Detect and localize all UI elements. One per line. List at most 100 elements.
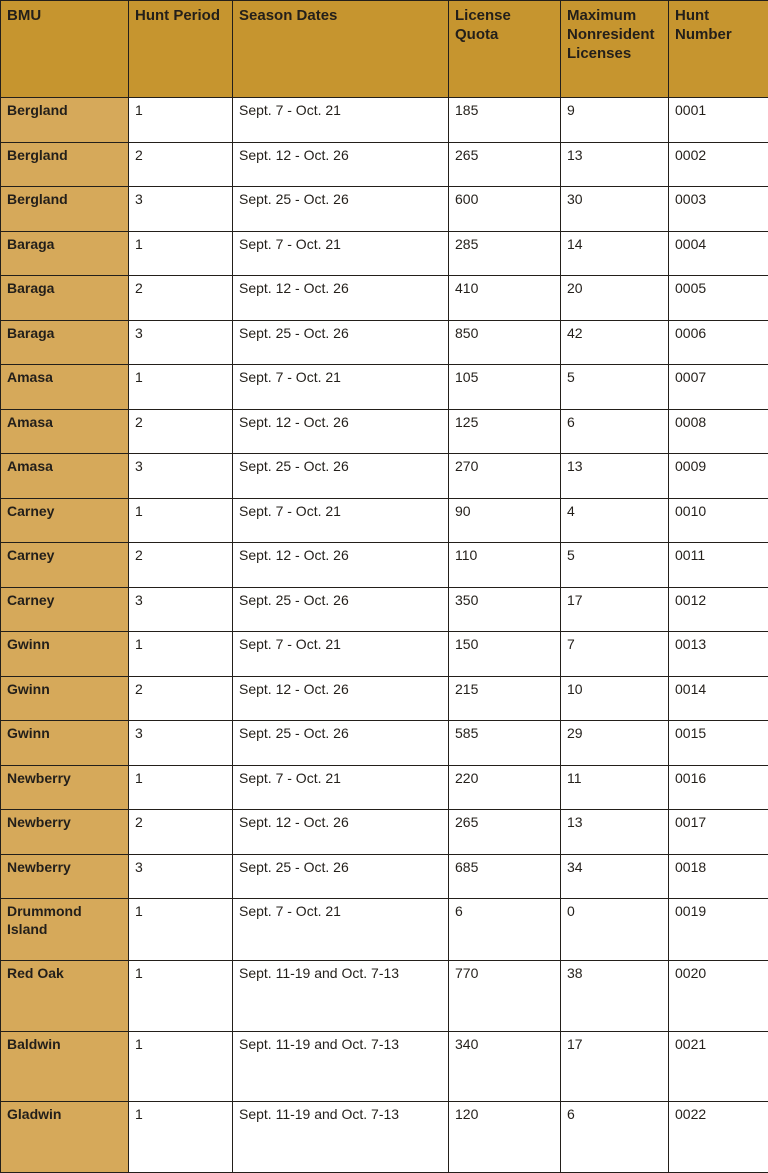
table-cell: 6 — [449, 899, 561, 961]
table-cell: 1 — [129, 231, 233, 276]
table-cell: Sept. 12 - Oct. 26 — [233, 276, 449, 321]
table-cell: 10 — [561, 676, 669, 721]
table-cell: Sept. 25 - Oct. 26 — [233, 187, 449, 232]
table-row: Gwinn1Sept. 7 - Oct. 2115070013 — [1, 632, 768, 677]
table-cell: Carney — [1, 587, 129, 632]
table-cell: 0011 — [669, 543, 768, 588]
table-cell: 105 — [449, 365, 561, 410]
table-body: Bergland1Sept. 7 - Oct. 2118590001Bergla… — [1, 98, 768, 1173]
table-cell: 1 — [129, 632, 233, 677]
table-cell: 5 — [561, 543, 669, 588]
table-cell: 9 — [561, 98, 669, 143]
table-cell: 0001 — [669, 98, 768, 143]
table-cell: Red Oak — [1, 961, 129, 1032]
table-cell: 34 — [561, 854, 669, 899]
table-cell: 150 — [449, 632, 561, 677]
table-cell: 2 — [129, 409, 233, 454]
table-cell: Sept. 25 - Oct. 26 — [233, 320, 449, 365]
table-row: Drummond Island1Sept. 7 - Oct. 21600019 — [1, 899, 768, 961]
col-header-bmu: BMU — [1, 1, 129, 98]
table-cell: Sept. 12 - Oct. 26 — [233, 810, 449, 855]
table-row: Carney1Sept. 7 - Oct. 219040010 — [1, 498, 768, 543]
table-cell: 270 — [449, 454, 561, 499]
table-cell: 1 — [129, 1031, 233, 1102]
table-cell: Sept. 25 - Oct. 26 — [233, 721, 449, 766]
table-cell: Sept. 25 - Oct. 26 — [233, 854, 449, 899]
table-cell: 220 — [449, 765, 561, 810]
table-cell: Sept. 11-19 and Oct. 7-13 — [233, 961, 449, 1032]
table-cell: 410 — [449, 276, 561, 321]
table-cell: 185 — [449, 98, 561, 143]
table-cell: 2 — [129, 810, 233, 855]
table-row: Baraga2Sept. 12 - Oct. 26410200005 — [1, 276, 768, 321]
table-cell: Sept. 12 - Oct. 26 — [233, 676, 449, 721]
table-cell: Bergland — [1, 187, 129, 232]
table-cell: 0016 — [669, 765, 768, 810]
table-cell: 0 — [561, 899, 669, 961]
table-cell: 3 — [129, 587, 233, 632]
table-cell: Newberry — [1, 810, 129, 855]
table-cell: 850 — [449, 320, 561, 365]
table-cell: Baraga — [1, 231, 129, 276]
table-cell: 0021 — [669, 1031, 768, 1102]
table-row: Baraga1Sept. 7 - Oct. 21285140004 — [1, 231, 768, 276]
table-cell: Amasa — [1, 409, 129, 454]
table-cell: 285 — [449, 231, 561, 276]
table-cell: 14 — [561, 231, 669, 276]
table-cell: Baraga — [1, 320, 129, 365]
table-cell: 0008 — [669, 409, 768, 454]
table-row: Bergland2Sept. 12 - Oct. 26265130002 — [1, 142, 768, 187]
table-cell: 0020 — [669, 961, 768, 1032]
table-cell: 3 — [129, 320, 233, 365]
table-cell: 1 — [129, 498, 233, 543]
table-cell: Sept. 25 - Oct. 26 — [233, 454, 449, 499]
table-row: Gwinn2Sept. 12 - Oct. 26215100014 — [1, 676, 768, 721]
col-header-license-quota: License Quota — [449, 1, 561, 98]
table-cell: Baldwin — [1, 1031, 129, 1102]
table-cell: 5 — [561, 365, 669, 410]
table-cell: Gwinn — [1, 632, 129, 677]
table-cell: 125 — [449, 409, 561, 454]
table-row: Baraga3Sept. 25 - Oct. 26850420006 — [1, 320, 768, 365]
table-cell: 1 — [129, 765, 233, 810]
table-cell: Baraga — [1, 276, 129, 321]
table-cell: 0007 — [669, 365, 768, 410]
table-cell: 90 — [449, 498, 561, 543]
table-row: Bergland3Sept. 25 - Oct. 26600300003 — [1, 187, 768, 232]
table-cell: 4 — [561, 498, 669, 543]
table-cell: 2 — [129, 276, 233, 321]
table-cell: 42 — [561, 320, 669, 365]
table-cell: Sept. 7 - Oct. 21 — [233, 899, 449, 961]
table-cell: Bergland — [1, 142, 129, 187]
table-cell: 13 — [561, 454, 669, 499]
hunt-table: BMU Hunt Period Season Dates License Quo… — [0, 0, 768, 1173]
table-cell: 13 — [561, 810, 669, 855]
table-cell: 2 — [129, 676, 233, 721]
table-cell: 770 — [449, 961, 561, 1032]
table-cell: Amasa — [1, 365, 129, 410]
table-cell: 600 — [449, 187, 561, 232]
col-header-hunt-period: Hunt Period — [129, 1, 233, 98]
table-row: Bergland1Sept. 7 - Oct. 2118590001 — [1, 98, 768, 143]
table-cell: 0009 — [669, 454, 768, 499]
table-cell: Carney — [1, 498, 129, 543]
table-cell: Sept. 7 - Oct. 21 — [233, 231, 449, 276]
table-cell: Sept. 7 - Oct. 21 — [233, 365, 449, 410]
table-cell: 265 — [449, 810, 561, 855]
table-cell: 11 — [561, 765, 669, 810]
table-row: Red Oak1Sept. 11-19 and Oct. 7-137703800… — [1, 961, 768, 1032]
table-cell: 0005 — [669, 276, 768, 321]
table-cell: 0006 — [669, 320, 768, 365]
table-cell: 1 — [129, 365, 233, 410]
table-cell: 38 — [561, 961, 669, 1032]
table-cell: 585 — [449, 721, 561, 766]
table-cell: 30 — [561, 187, 669, 232]
table-cell: Gwinn — [1, 721, 129, 766]
table-cell: 29 — [561, 721, 669, 766]
table-cell: Gwinn — [1, 676, 129, 721]
table-cell: 1 — [129, 961, 233, 1032]
table-row: Newberry1Sept. 7 - Oct. 21220110016 — [1, 765, 768, 810]
table-row: Baldwin1Sept. 11-19 and Oct. 7-133401700… — [1, 1031, 768, 1102]
table-cell: Newberry — [1, 854, 129, 899]
table-row: Newberry3Sept. 25 - Oct. 26685340018 — [1, 854, 768, 899]
